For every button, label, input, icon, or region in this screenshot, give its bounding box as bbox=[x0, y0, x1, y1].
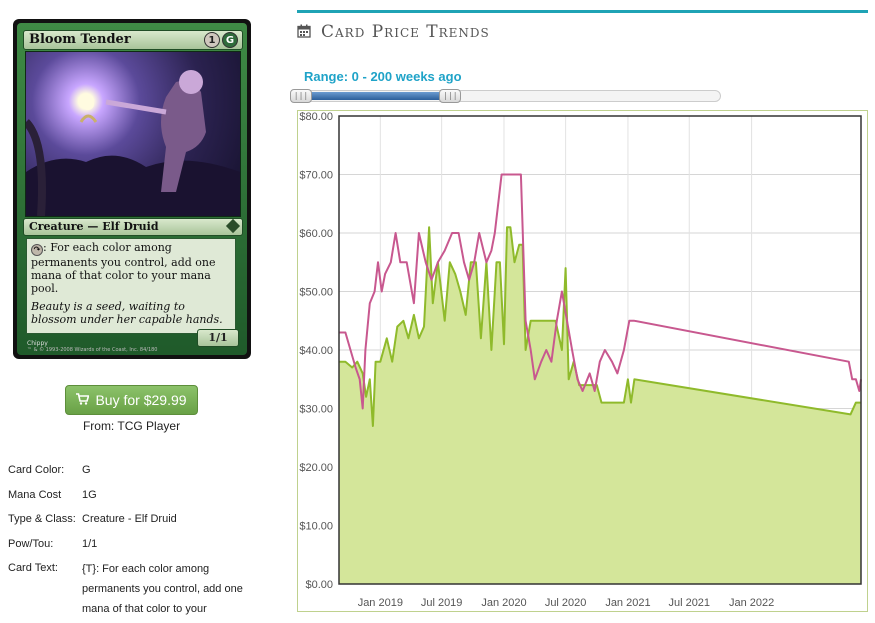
x-tick-label: Jan 2020 bbox=[481, 597, 526, 609]
y-tick-label: $40.00 bbox=[299, 345, 333, 357]
plot-border bbox=[338, 115, 862, 585]
card-name: Bloom Tender bbox=[29, 32, 131, 47]
card-copyright: ™ & © 1993-2008 Wizards of the Coast, In… bbox=[27, 347, 158, 353]
detail-row-card-text: Card Text: {T}: For each color among per… bbox=[8, 561, 252, 615]
card-power-toughness: 1/1 bbox=[197, 329, 239, 347]
range-slider-fill bbox=[302, 92, 451, 100]
detail-row-type: Type & Class: Creature - Elf Druid bbox=[8, 512, 252, 537]
card-art bbox=[25, 51, 241, 217]
x-tick-label: Jul 2019 bbox=[421, 597, 463, 609]
detail-value: Creature - Elf Druid bbox=[82, 513, 177, 525]
set-symbol-icon bbox=[225, 218, 241, 234]
series-area bbox=[339, 227, 861, 584]
buy-button[interactable]: Buy for $29.99 bbox=[65, 385, 198, 415]
detail-row-mana-cost: Mana Cost 1G bbox=[8, 488, 252, 513]
y-tick-label: $80.00 bbox=[299, 111, 333, 123]
detail-value: G bbox=[82, 464, 91, 476]
x-tick-label: Jan 2021 bbox=[605, 597, 650, 609]
card-frame: Bloom Tender 1 G Creature — Elf Druid ↷:… bbox=[17, 23, 247, 355]
range-slider[interactable]: ||| ||| bbox=[290, 89, 721, 103]
calendar-icon bbox=[297, 24, 311, 41]
card-details: Card Color: G Mana Cost 1G Type & Class:… bbox=[8, 463, 252, 615]
card-art-illustration bbox=[26, 70, 240, 216]
range-slider-right-handle[interactable]: ||| bbox=[439, 89, 462, 103]
generic-mana-symbol: 1 bbox=[204, 32, 220, 48]
green-mana-symbol: G bbox=[222, 32, 238, 48]
price-trends-title: Card Price Trends bbox=[321, 22, 490, 42]
detail-label: Pow/Tou: bbox=[8, 537, 54, 550]
cart-icon bbox=[76, 392, 91, 408]
card-image: Bloom Tender 1 G Creature — Elf Druid ↷:… bbox=[13, 19, 251, 359]
card-title-bar: Bloom Tender 1 G bbox=[23, 30, 243, 50]
buy-button-label: Buy for $29.99 bbox=[95, 392, 187, 408]
chart-container bbox=[297, 110, 868, 612]
card-rules-text: ↷: For each color among permanents you c… bbox=[31, 241, 216, 295]
y-tick-label: $20.00 bbox=[299, 462, 333, 474]
price-source: From: TCG Player bbox=[82, 419, 181, 433]
detail-label: Mana Cost bbox=[8, 488, 62, 501]
range-label: Range: 0 - 200 weeks ago bbox=[304, 69, 462, 84]
y-tick-label: $70.00 bbox=[299, 170, 333, 182]
card-type-line: Creature — Elf Druid bbox=[29, 220, 159, 233]
detail-label: Card Text: bbox=[8, 562, 58, 574]
detail-row-pow-tou: Pow/Tou: 1/1 bbox=[8, 537, 252, 562]
y-tick-label: $50.00 bbox=[299, 287, 333, 299]
series-line-pink bbox=[339, 173, 862, 410]
detail-row-color: Card Color: G bbox=[8, 463, 252, 488]
card-type-bar: Creature — Elf Druid bbox=[23, 218, 243, 236]
detail-label: Card Color: bbox=[8, 464, 65, 476]
card-text-box: ↷: For each color among permanents you c… bbox=[26, 238, 236, 334]
detail-value: 1G bbox=[82, 488, 97, 501]
price-trends-header: Card Price Trends bbox=[297, 22, 490, 42]
detail-label: Type & Class: bbox=[8, 513, 76, 525]
x-tick-label: Jan 2019 bbox=[358, 597, 403, 609]
section-divider bbox=[297, 10, 868, 13]
series-line-green bbox=[339, 226, 861, 427]
card-artist: Chippy bbox=[27, 340, 48, 347]
y-tick-label: $60.00 bbox=[299, 228, 333, 240]
range-slider-left-handle[interactable]: ||| bbox=[290, 89, 312, 103]
mana-cost: 1 G bbox=[204, 32, 238, 48]
y-tick-label: $30.00 bbox=[299, 404, 333, 416]
detail-value: {T}: For each color among permanents you… bbox=[82, 563, 243, 615]
x-tick-label: Jul 2021 bbox=[668, 597, 710, 609]
x-tick-label: Jul 2020 bbox=[545, 597, 587, 609]
x-tick-label: Jan 2022 bbox=[729, 597, 774, 609]
detail-value: 1/1 bbox=[82, 537, 98, 550]
tap-symbol-icon: ↷ bbox=[31, 244, 43, 256]
card-flavor-text: Beauty is a seed, waiting to blossom und… bbox=[31, 300, 223, 326]
price-chart: $0.00 $10.00 $20.00 $30.00 $40.00 $50.00 $60.0… bbox=[299, 111, 862, 609]
y-tick-label: $0.00 bbox=[305, 579, 333, 591]
y-tick-label: $10.00 bbox=[299, 521, 333, 533]
